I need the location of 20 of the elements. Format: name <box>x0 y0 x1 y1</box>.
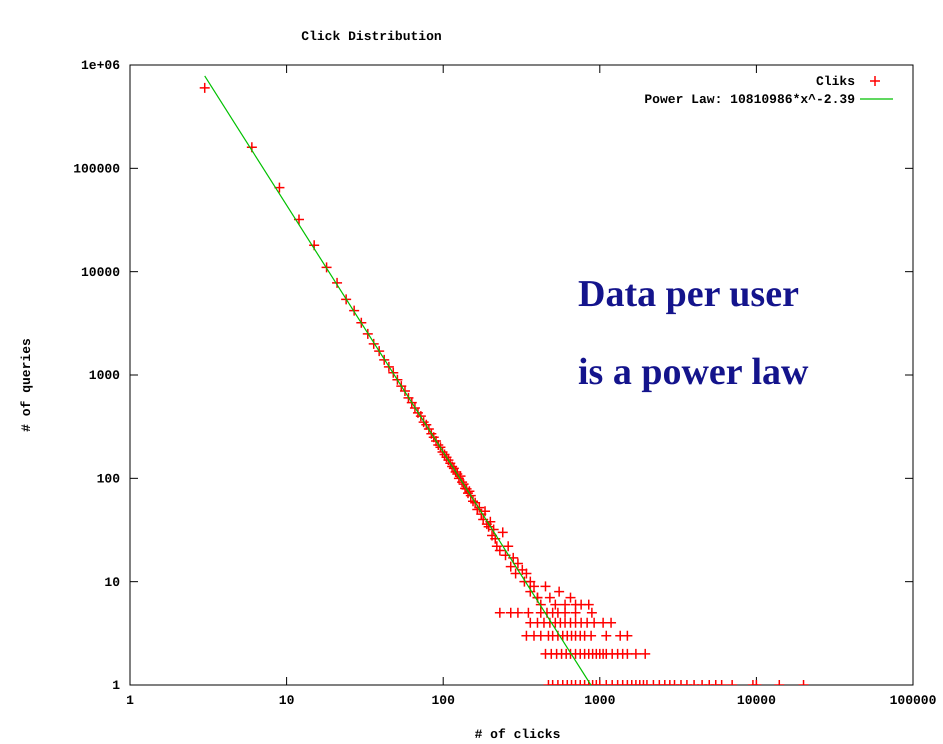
x-tick-label: 100000 <box>890 693 937 708</box>
chart-title: Click Distribution <box>301 29 442 44</box>
y-tick-label: 1e+06 <box>80 58 120 74</box>
x-tick-label: 10000 <box>736 693 776 708</box>
x-tick-label: 10 <box>278 693 295 708</box>
y-tick-label: 100000 <box>73 161 120 176</box>
x-tick-label: 100 <box>431 693 456 708</box>
y-tick-label: 1 <box>112 678 120 694</box>
x-axis-title: # of clicks <box>474 727 561 742</box>
x-tick-label: 1 <box>126 693 134 708</box>
y-tick-label: 10000 <box>80 264 120 280</box>
y-tick-label: 10 <box>104 574 120 590</box>
y-tick-label: 100 <box>96 471 120 486</box>
annotation: Data per user <box>578 273 800 315</box>
y-axis-title: # of queries <box>19 338 34 432</box>
x-tick-label: 1000 <box>584 693 616 708</box>
y-tick-label: 1000 <box>88 368 120 384</box>
annotation: is a power law <box>578 351 810 393</box>
legend-label: Cliks <box>816 74 856 89</box>
legend-label: Power Law: 10810986*x^-2.39 <box>644 92 856 107</box>
